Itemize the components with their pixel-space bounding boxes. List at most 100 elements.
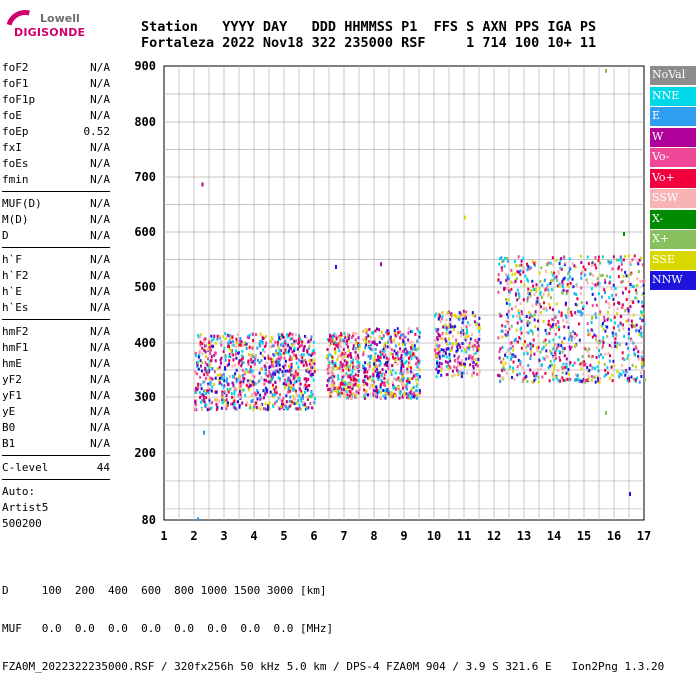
echo-point (238, 405, 241, 409)
echo-point (509, 346, 512, 350)
param-name: B0 (2, 421, 16, 434)
echo-point (331, 362, 334, 366)
echo-point (396, 333, 399, 337)
echo-point (625, 370, 628, 374)
echo-point (549, 296, 552, 300)
echo-point (457, 342, 460, 346)
echo-point (637, 270, 640, 274)
echo-point (474, 314, 477, 318)
echo-point (606, 325, 609, 329)
echo-point (470, 332, 473, 336)
echo-point (405, 371, 408, 375)
echo-point (456, 360, 459, 364)
echo-point (625, 342, 628, 346)
echo-point (267, 374, 270, 378)
echo-point (455, 338, 458, 342)
echo-point (386, 360, 389, 364)
echo-point (622, 370, 625, 374)
echo-point (220, 406, 223, 410)
echo-point (553, 276, 556, 280)
param-row-d: D N/A (2, 228, 110, 244)
echo-point (231, 364, 234, 368)
echo-point (305, 363, 308, 367)
echo-point (556, 319, 559, 323)
echo-point (364, 337, 367, 341)
echo-point (305, 385, 308, 389)
echo-point (363, 388, 366, 392)
echo-point (285, 383, 288, 387)
echo-point (501, 368, 504, 372)
echo-point (212, 337, 215, 341)
echo-point (555, 343, 558, 347)
echo-point (231, 395, 234, 399)
echo-point (230, 351, 233, 355)
echo-point (362, 379, 365, 383)
echo-point (611, 331, 614, 335)
echo-point (195, 399, 198, 403)
param-name: h`Es (2, 301, 29, 314)
echo-point (204, 350, 207, 354)
echo-point (573, 361, 576, 365)
echo-point (289, 389, 292, 393)
echo-point (239, 381, 242, 385)
y-tick-label: 80 (142, 513, 156, 527)
echo-point (400, 356, 403, 360)
echo-point (367, 362, 370, 366)
legend-item-vo: Vo+ (650, 168, 696, 188)
echo-point (263, 345, 266, 349)
echo-point (635, 346, 638, 350)
echo-point (364, 375, 367, 379)
echo-point (587, 333, 590, 337)
echo-point (348, 366, 351, 370)
echo-point (206, 384, 209, 388)
echo-point (643, 322, 646, 326)
echo-point (634, 288, 637, 292)
echo-point (302, 353, 305, 357)
echo-point (257, 380, 260, 384)
echo-point (295, 354, 298, 358)
echo-point (289, 379, 292, 383)
echo-point (542, 306, 545, 310)
echo-point (201, 393, 204, 397)
echo-point (271, 344, 274, 348)
echo-point (268, 401, 271, 405)
echo-point (311, 406, 314, 410)
param-row-mufd: MUF(D) N/A (2, 196, 110, 212)
echo-point (410, 387, 413, 391)
param-name: MUF(D) (2, 197, 42, 210)
echo-point (627, 318, 630, 322)
echo-point (378, 390, 381, 394)
echo-point (451, 374, 454, 378)
echo-point (500, 256, 503, 260)
echo-point (527, 265, 530, 269)
echo-point (527, 295, 530, 299)
echo-point (464, 348, 467, 352)
echo-point (286, 379, 289, 383)
echo-point (389, 335, 392, 339)
echo-point (588, 332, 591, 336)
echo-point (407, 351, 410, 355)
echo-point (440, 317, 443, 321)
echo-point (415, 384, 418, 388)
echo-point (210, 338, 213, 342)
echo-point (339, 344, 342, 348)
echo-point (271, 377, 274, 381)
echo-point (402, 349, 405, 353)
echo-point (514, 354, 517, 358)
echo-point (304, 387, 307, 391)
echo-point (590, 375, 593, 379)
echo-point (365, 331, 368, 335)
echo-point (269, 339, 272, 343)
echo-point (348, 394, 351, 398)
echo-point (222, 395, 225, 399)
echo-point (228, 362, 231, 366)
echo-point (472, 366, 475, 370)
param-separator (2, 319, 110, 320)
echo-point (449, 317, 452, 321)
echo-point (355, 332, 358, 336)
echo-point (549, 306, 552, 310)
echo-point (291, 350, 294, 354)
echo-point (611, 267, 614, 271)
echo-point (622, 327, 625, 331)
echo-point (278, 361, 281, 365)
